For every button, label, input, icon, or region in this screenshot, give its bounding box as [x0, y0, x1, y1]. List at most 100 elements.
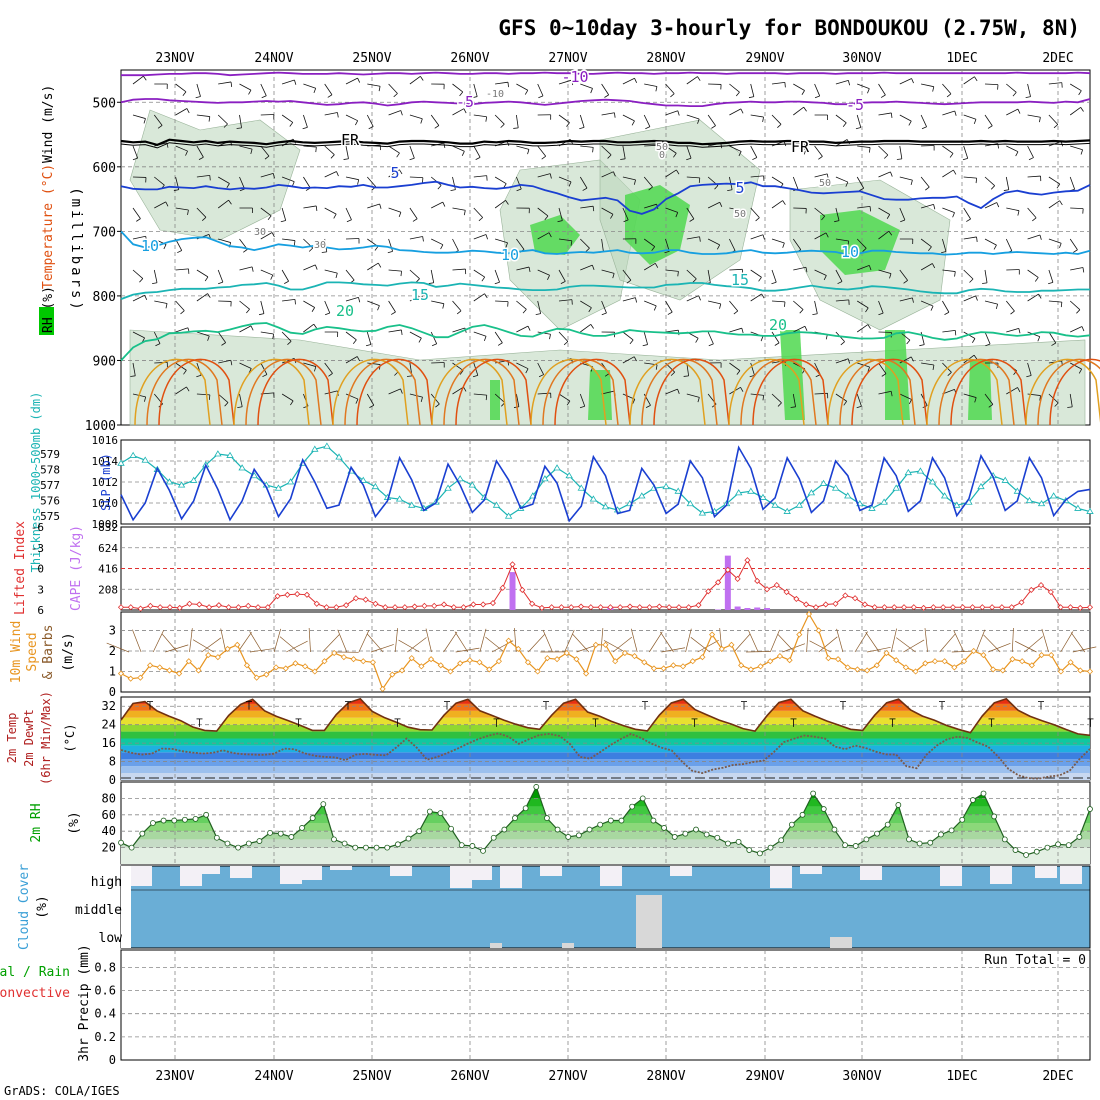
wind-barb-flag — [418, 337, 422, 343]
lifted-index-marker — [675, 604, 682, 611]
wind-barb — [1027, 293, 1039, 302]
ylabel-temp-2: 2m DewPt — [22, 709, 36, 767]
wind-barb — [942, 269, 956, 272]
wind-barb-flag — [450, 189, 456, 192]
wind-barb — [686, 145, 692, 159]
pressure-tick: 800 — [93, 290, 116, 305]
surface-wind-barb — [106, 642, 130, 653]
wind-barb — [239, 145, 253, 150]
temp-band — [121, 717, 1090, 725]
rh-tick: 60 — [102, 808, 116, 822]
wind-barb-flag — [648, 186, 653, 191]
surface-wind-barb — [358, 630, 370, 653]
lifted-index-marker — [303, 591, 311, 598]
wind-speed-marker — [670, 662, 677, 669]
lifted-index-marker — [998, 604, 1005, 611]
wind-barb-flag — [782, 242, 785, 248]
wind-barb-flag — [631, 120, 635, 126]
wind-barb-flag — [420, 397, 423, 403]
surface-temp-contour — [851, 358, 928, 426]
rh-marker — [405, 835, 412, 842]
wind-speed-marker — [166, 667, 173, 674]
wind-barb-flag — [324, 312, 330, 316]
wind-barb — [452, 108, 465, 116]
surface-temp-contour — [629, 358, 706, 426]
wind-barb-flag — [1078, 368, 1083, 374]
wind-barb — [835, 114, 847, 124]
wind-barb — [686, 269, 697, 280]
lifted-index-marker — [587, 604, 594, 611]
cloud-high-block — [390, 866, 412, 876]
wind-barb — [260, 207, 272, 217]
wind-barb — [793, 145, 806, 150]
wind-barb-flag — [613, 171, 616, 177]
lifted-index-marker — [470, 601, 477, 608]
surface-wind-barb — [1011, 628, 1014, 653]
surface-wind-barb — [443, 631, 458, 653]
wind-barb — [281, 207, 287, 221]
panel-cloud-cover: high middle low Cloud Cover (%) — [17, 864, 1091, 950]
wind-barb-flag — [900, 219, 906, 223]
wind-barb-flag — [236, 127, 242, 129]
wind-barb — [665, 300, 673, 313]
surface-wind-barb — [542, 629, 553, 653]
wind-speed-marker — [331, 649, 338, 657]
li-tick: -6 — [31, 521, 44, 534]
thickness-marker — [359, 476, 367, 483]
wind-barb-flag — [472, 96, 478, 99]
surface-wind-barb — [697, 639, 719, 653]
wind-barb-flag — [814, 95, 820, 99]
thickness-marker — [831, 484, 840, 491]
wind-barb — [984, 83, 999, 86]
wind-barb — [473, 331, 487, 337]
wind-speed-marker — [960, 658, 968, 665]
lifted-index-marker — [284, 591, 291, 598]
wind-barb-flag — [848, 80, 851, 86]
wind-barb — [367, 203, 380, 209]
wind-speed-marker — [1009, 656, 1016, 663]
thickness-marker — [795, 501, 804, 508]
wind-barb — [878, 145, 889, 156]
wind-barb — [920, 114, 927, 127]
wind-barb — [1006, 83, 1017, 93]
wind-barb-flag — [1015, 151, 1019, 157]
wind-barb — [835, 269, 843, 282]
wind-barb-flag — [604, 373, 610, 377]
lifted-index-marker — [989, 604, 996, 611]
wind-speed-marker — [379, 685, 386, 692]
thickness-marker — [868, 504, 876, 511]
wind-barb-flag — [1082, 267, 1085, 273]
wind-barb — [878, 207, 890, 215]
wind-barb-flag — [607, 154, 612, 159]
wind-barb — [771, 176, 784, 185]
wind-barb-flag — [890, 112, 893, 118]
lifted-index-marker — [705, 588, 712, 595]
cloud-high-block — [280, 866, 302, 884]
rh-marker — [810, 790, 817, 797]
wind-barb — [239, 176, 245, 190]
wind-barb-flag — [549, 173, 552, 179]
lifted-index-marker — [636, 604, 643, 611]
wind-barb — [580, 145, 594, 148]
cloud-high-block — [330, 866, 352, 870]
wind-barb — [388, 169, 400, 178]
cape-bar — [734, 606, 741, 610]
wind-barb — [282, 238, 296, 241]
panel-precip: 0 0.2 0.4 0.6 0.8 Run Total = 0 3hr Precip (… — [0, 944, 1091, 1067]
wind-barb — [1006, 108, 1019, 116]
wind-barb-flag — [867, 324, 871, 329]
wind-barb-flag — [152, 282, 158, 285]
bottom-date-axis: 23NOV 24NOV 25NOV 26NOV 27NOV 28NOV 29NOV 30NOV… — [155, 1069, 1073, 1084]
surface-wind-barb — [322, 634, 340, 653]
wind-barb — [218, 359, 231, 364]
li-tick: 0 — [37, 563, 44, 576]
wind-barb-flag — [919, 344, 925, 347]
slp-tick: 1012 — [92, 476, 119, 489]
wind-speed-marker — [563, 649, 570, 657]
rh-marker — [480, 847, 486, 854]
wind-barb — [452, 176, 456, 190]
panel-wind10m: 0 1 2 3 10m Wind Speed & Barbs (m/s) — [9, 610, 1097, 699]
rh-marker — [725, 840, 731, 847]
wind-barb — [516, 83, 528, 91]
wind-barb — [473, 393, 487, 396]
